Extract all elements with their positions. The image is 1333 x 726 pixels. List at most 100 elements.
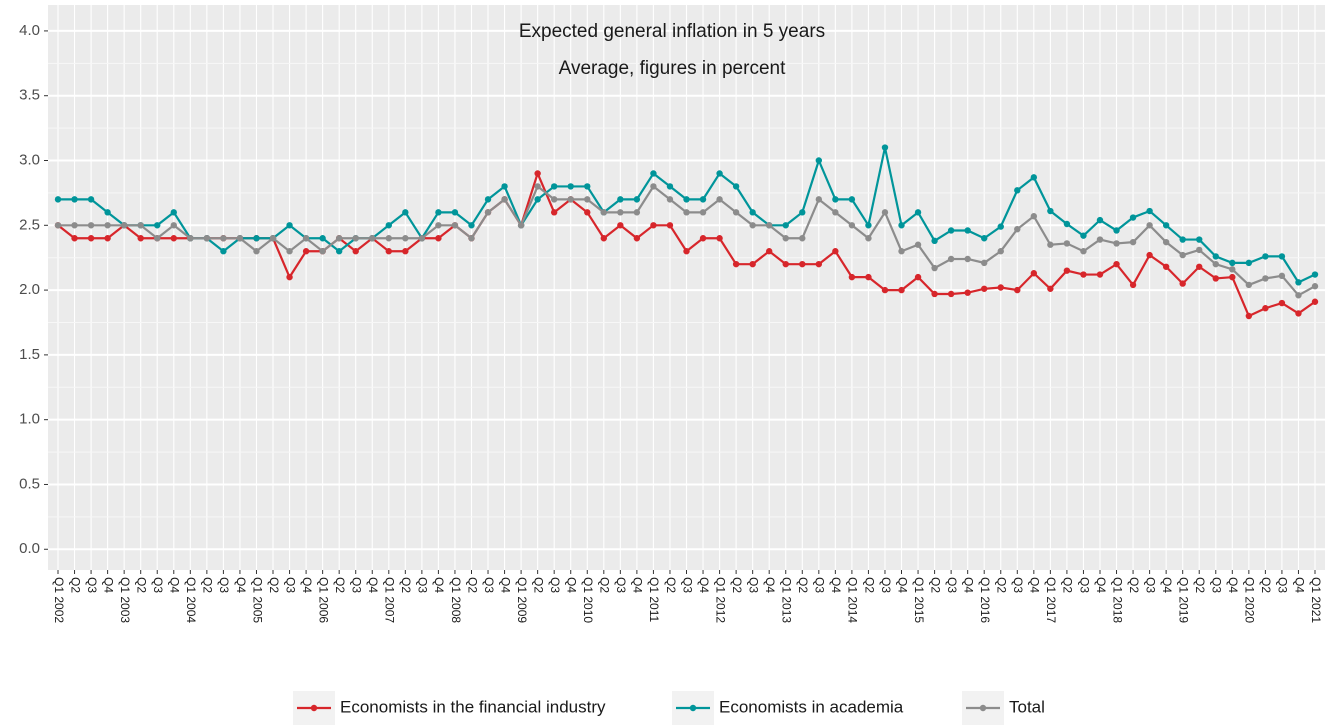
x-tick-label: Q2 xyxy=(135,577,149,593)
y-tick-label: 3.0 xyxy=(19,151,40,168)
x-tick-label: Q1 2016 xyxy=(978,577,992,623)
data-point xyxy=(799,209,806,216)
data-point xyxy=(881,144,889,151)
x-tick-label: Q1 2017 xyxy=(1044,577,1058,623)
x-tick-label: Q2 xyxy=(664,577,678,593)
data-point xyxy=(832,248,839,255)
x-tick-label: Q1 2019 xyxy=(1177,577,1191,623)
data-point xyxy=(385,222,392,229)
data-point xyxy=(683,209,690,216)
data-point xyxy=(187,235,194,242)
x-tick-label: Q1 2020 xyxy=(1243,577,1257,623)
data-point xyxy=(501,183,508,190)
data-point xyxy=(1129,214,1137,221)
data-point xyxy=(253,235,260,242)
x-tick-label: Q4 xyxy=(234,577,248,593)
x-tick-label: Q2 xyxy=(399,577,413,593)
x-tick-label: Q4 xyxy=(565,577,579,593)
data-point xyxy=(1096,236,1104,243)
data-point xyxy=(352,235,359,242)
data-point xyxy=(997,223,1004,230)
data-point xyxy=(964,255,971,263)
data-point xyxy=(931,237,938,245)
data-point xyxy=(1080,248,1087,255)
data-point xyxy=(931,264,938,272)
legend-label: Economists in the financial industry xyxy=(340,697,606,716)
x-tick-label: Q2 xyxy=(796,577,810,593)
data-point xyxy=(666,196,674,203)
x-tick-label: Q1 2015 xyxy=(912,577,926,623)
data-point xyxy=(451,222,459,229)
data-point xyxy=(1080,232,1087,239)
data-point xyxy=(865,222,872,229)
x-tick-label: Q3 xyxy=(217,577,231,593)
data-point xyxy=(584,183,591,190)
x-tick-label: Q1 2012 xyxy=(713,577,727,623)
data-point xyxy=(981,235,988,242)
x-tick-label: Q1 2018 xyxy=(1110,577,1124,623)
data-point xyxy=(1146,251,1153,259)
data-point xyxy=(319,248,326,255)
data-point xyxy=(964,289,971,296)
data-point xyxy=(1030,174,1038,181)
data-point xyxy=(782,235,789,242)
x-tick-label: Q4 xyxy=(366,577,380,593)
x-tick-label: Q1 2003 xyxy=(118,577,132,623)
y-tick-label: 2.5 xyxy=(19,216,40,233)
data-point xyxy=(1179,236,1186,243)
x-tick-label: Q4 xyxy=(829,577,843,593)
data-point xyxy=(550,209,558,216)
data-point xyxy=(584,209,591,216)
data-point xyxy=(104,222,111,229)
data-point xyxy=(981,259,988,267)
data-point xyxy=(716,196,723,203)
data-point xyxy=(732,183,740,190)
x-tick-label: Q3 xyxy=(350,577,364,593)
data-point xyxy=(881,286,889,294)
legend-key-point xyxy=(979,704,987,712)
x-tick-label: Q4 xyxy=(168,577,182,593)
data-point xyxy=(352,248,359,255)
data-point xyxy=(435,209,442,216)
data-point xyxy=(1113,260,1120,268)
data-point xyxy=(981,285,988,292)
data-point xyxy=(1080,271,1087,278)
data-point xyxy=(815,196,823,203)
data-point xyxy=(964,227,971,234)
data-point xyxy=(1196,246,1203,254)
x-tick-label: Q1 2005 xyxy=(250,577,264,623)
data-point xyxy=(137,235,144,242)
x-tick-label: Q1 2006 xyxy=(316,577,330,623)
data-point xyxy=(517,222,525,229)
x-tick-label: Q1 2010 xyxy=(581,577,595,623)
x-tick-label: Q1 2021 xyxy=(1309,577,1323,623)
data-point xyxy=(584,196,591,203)
x-tick-label: Q2 xyxy=(730,577,744,593)
data-point xyxy=(1278,299,1286,307)
data-point xyxy=(1113,227,1120,234)
x-tick-label: Q2 xyxy=(201,577,215,593)
x-tick-label: Q2 xyxy=(1127,577,1141,593)
x-tick-label: Q4 xyxy=(432,577,446,593)
x-tick-label: Q1 2007 xyxy=(383,577,397,623)
data-point xyxy=(1245,281,1253,289)
x-tick-label: Q3 xyxy=(879,577,893,593)
data-point xyxy=(947,290,955,298)
data-point xyxy=(1311,283,1319,290)
data-point xyxy=(170,209,177,216)
data-point xyxy=(600,235,608,242)
data-point xyxy=(170,222,177,229)
grid xyxy=(48,5,1325,570)
data-point xyxy=(617,196,624,203)
data-point xyxy=(451,209,459,216)
data-point xyxy=(1229,273,1236,281)
data-point xyxy=(87,196,95,203)
data-point xyxy=(732,209,740,216)
data-point xyxy=(71,235,78,242)
x-tick-label: Q1 2002 xyxy=(52,577,66,623)
x-tick-label: Q2 xyxy=(1061,577,1075,593)
x-tick-label: Q4 xyxy=(1094,577,1108,593)
data-point xyxy=(1262,275,1269,282)
data-point xyxy=(1162,238,1170,246)
data-point xyxy=(650,183,657,190)
